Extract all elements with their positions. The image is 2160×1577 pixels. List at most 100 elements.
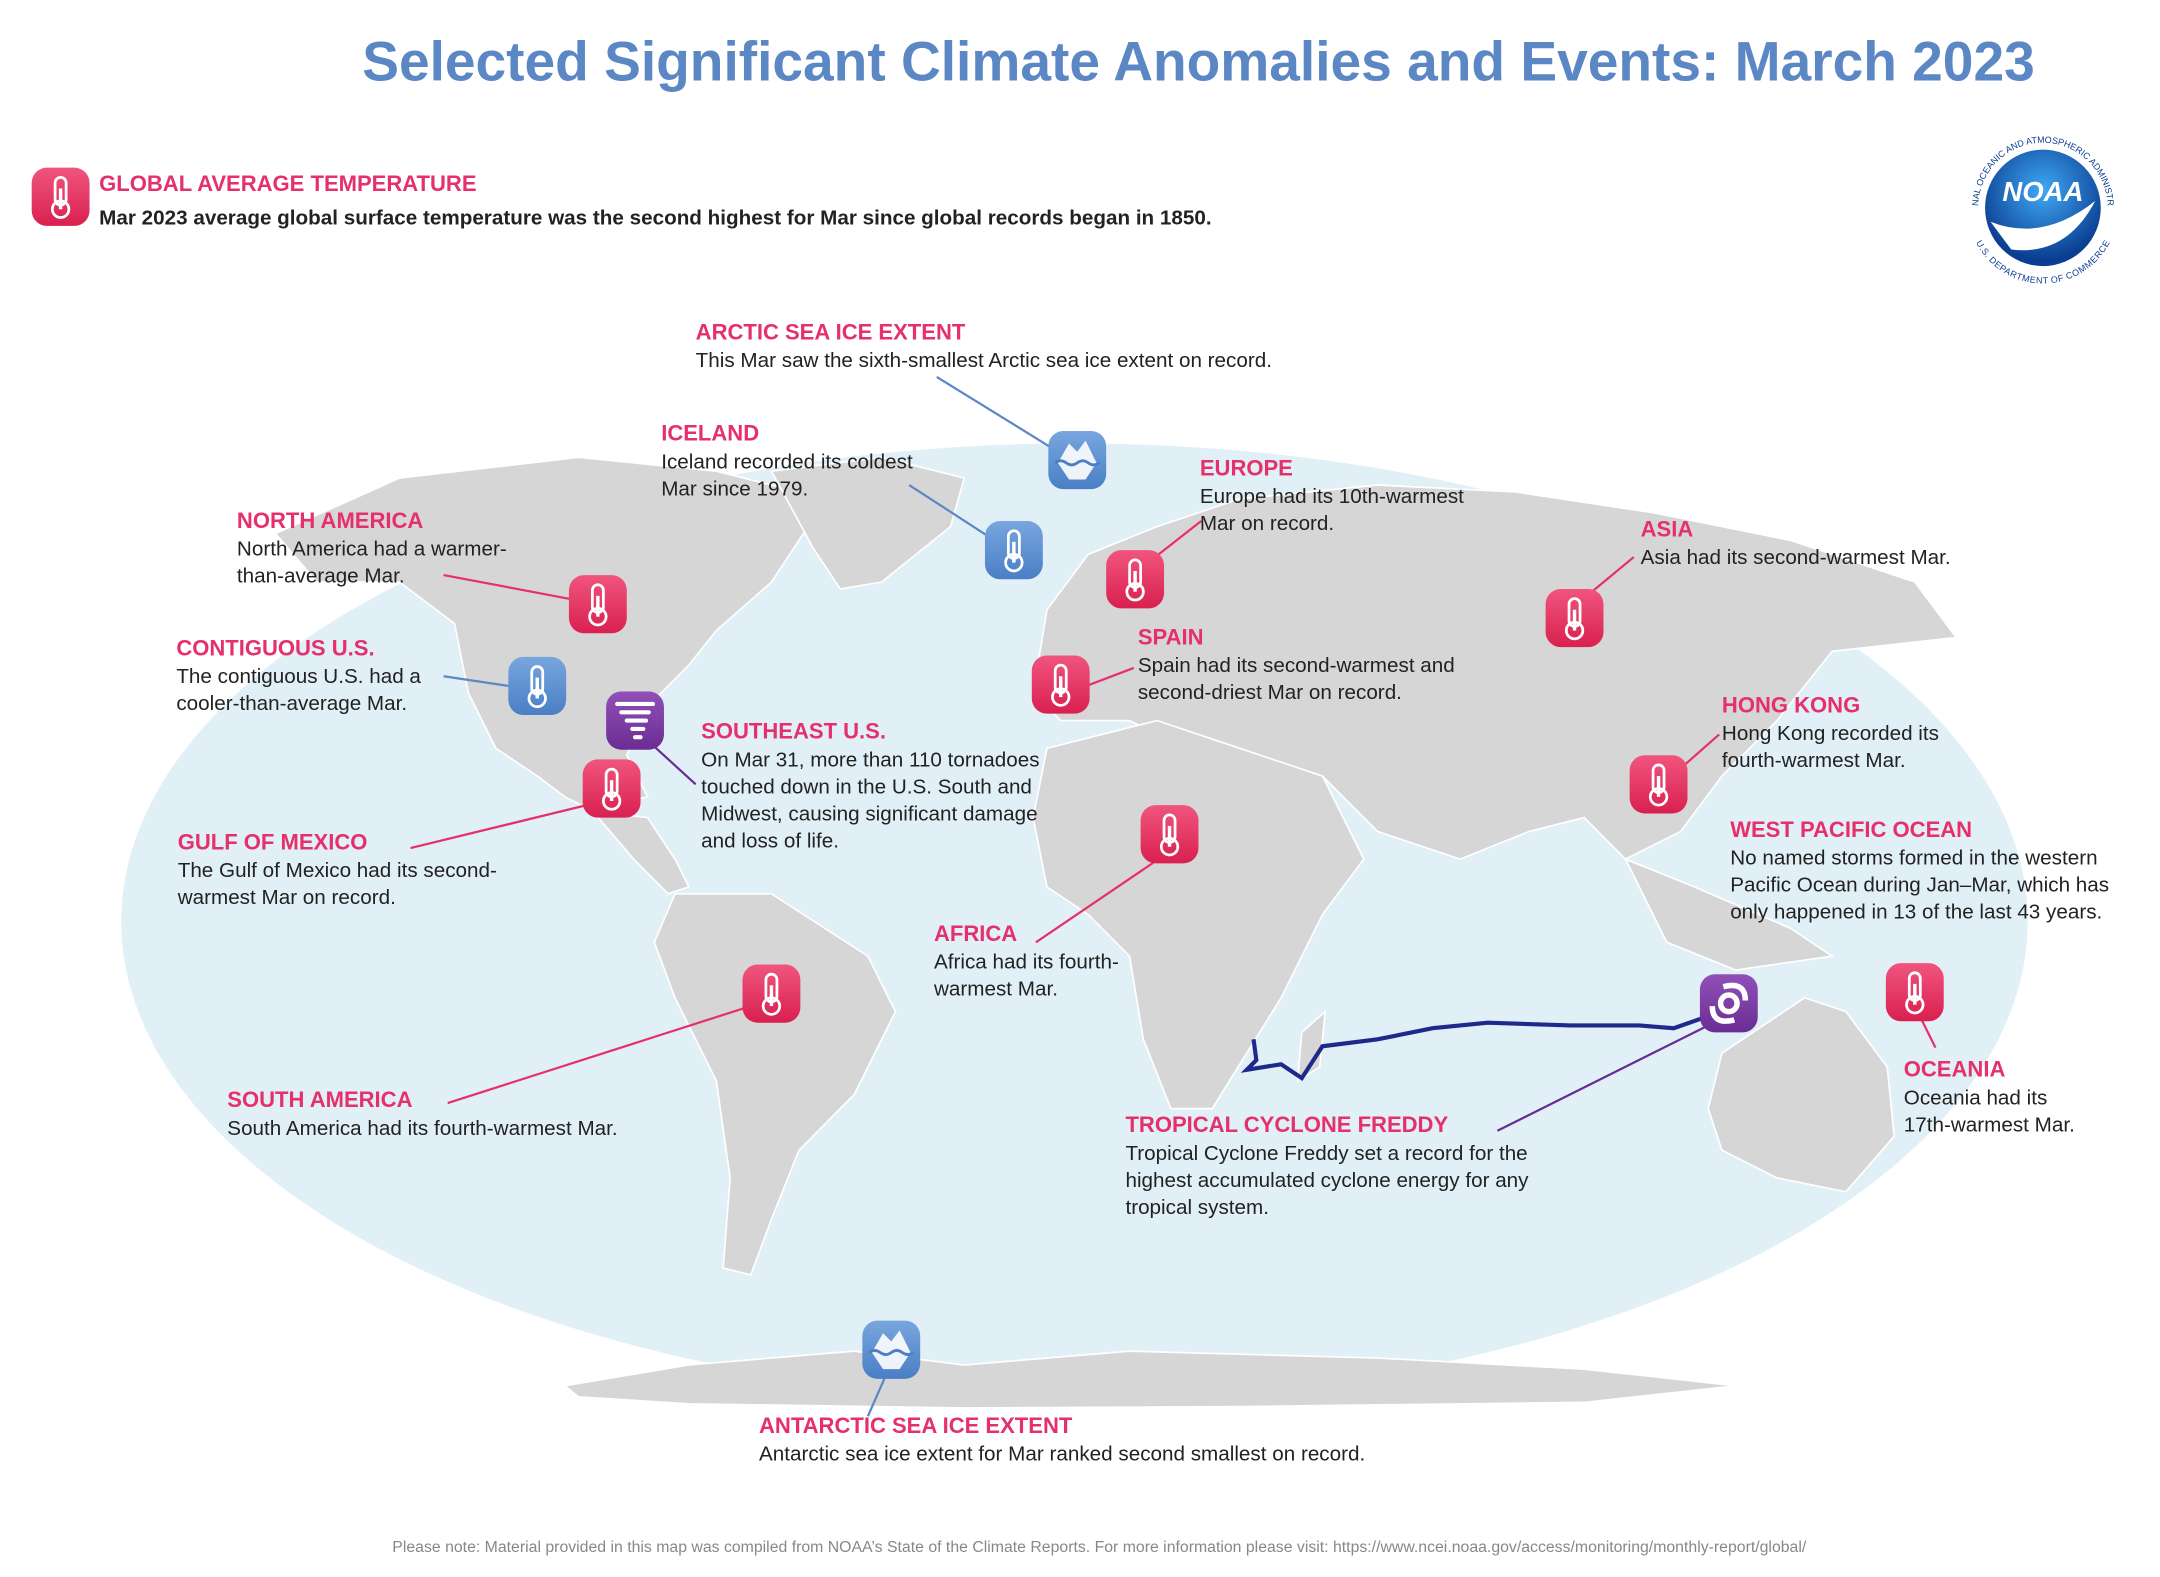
icon-tornado [606,691,664,750]
event-text: No named storms formed in the western [1730,847,2097,870]
icon-warm [1885,963,1944,1022]
event-heading: SPAIN [1138,624,1204,649]
event-heading: SOUTH AMERICA [227,1087,412,1112]
leader-line [866,1378,886,1417]
icon-warm [1545,588,1604,648]
icon-cyclone [1699,974,1758,1033]
event-heading: ARCTIC SEA ICE EXTENT [696,319,966,344]
icon-warm [1106,550,1165,609]
icon-cool [508,656,567,716]
south-america [653,892,897,1276]
world-map [121,443,2028,1409]
event-text: 17th-warmest Mar. [1904,1113,2075,1136]
event-heading: GULF OF MEXICO [178,829,368,854]
event-text: Oceania had its [1904,1086,2048,1109]
leader-line [1150,520,1202,561]
event-heading: WEST PACIFIC OCEAN [1730,817,1972,842]
madagascar [1296,1009,1327,1083]
event-text: Tropical Cyclone Freddy set a record for… [1125,1142,1527,1165]
event-text: only happened in 13 of the last 43 years… [1730,901,2102,924]
event-text: Iceland recorded its coldest [661,450,913,473]
icon-ice [1048,430,1107,490]
event-heading: ANTARCTIC SEA ICE EXTENT [759,1413,1073,1438]
event-text: The contiguous U.S. had a [176,665,421,688]
event-text: Asia had its second-warmest Mar. [1641,546,1951,569]
tornado [615,701,656,740]
event-text: South America had its fourth-warmest Mar… [227,1117,617,1140]
event-text: The Gulf of Mexico had its second- [178,859,497,882]
event-heading: NORTH AMERICA [237,508,423,533]
event-heading: HONG KONG [1722,692,1860,717]
event-text: Spain had its second-warmest and [1138,654,1455,677]
event-heading: ICELAND [661,421,759,446]
logo-name: NOAA [2002,176,2083,207]
africa [1032,719,1365,1110]
title: Selected Significant Climate Anomalies a… [362,30,2035,92]
iceberg [871,1330,911,1370]
event-text: Mar on record. [1200,512,1334,535]
leader-line [1082,666,1135,689]
event-text: Africa had its fourth- [934,951,1119,974]
iceberg [1057,440,1097,480]
logo-bird [1990,200,2096,251]
event-text: cooler-than-average Mar. [176,692,407,715]
icon-cool [984,521,1043,580]
leader-line [1496,1024,1709,1132]
event-text: and loss of life. [701,829,839,852]
central-america [590,809,690,895]
global-heading: GLOBAL AVERAGE TEMPERATURE [99,171,476,196]
waves [1054,459,1101,467]
australia [1707,996,1895,1193]
event-text: Midwest, causing significant damage [701,802,1037,825]
leader-line [447,1005,752,1105]
event-text: warmest Mar on record. [177,886,396,909]
southeast-asia [1623,857,1835,971]
icon-warm [1629,755,1688,814]
event-text: touched down in the U.S. South and [701,775,1032,798]
event-heading: EUROPE [1200,455,1293,480]
icon-warm [742,964,801,1023]
leader-line [649,741,697,786]
event-heading: TROPICAL CYCLONE FREDDY [1125,1112,1448,1137]
events: ARCTIC SEA ICE EXTENT This Mar saw the si… [176,319,2109,1465]
event-text: Hong Kong recorded its [1722,722,1939,745]
waves [868,1349,915,1356]
event-text: tropical system. [1125,1196,1268,1219]
event-text: Pacific Ocean during Jan–Mar, which has [1730,874,2109,897]
cyclone-track [1240,1016,1702,1082]
leader-line [410,802,593,850]
cyclone-eye [1717,992,1740,1015]
icon-warm [31,167,90,226]
icon-warm [1031,655,1090,714]
event-text: fourth-warmest Mar. [1722,749,1906,772]
event-text: This Mar saw the sixth-smallest Arctic s… [696,349,1272,372]
leader-line [1920,1019,1937,1049]
leader-line [936,375,1059,453]
logo-disc [1985,149,2101,267]
icon-warm [568,575,627,634]
event-heading: CONTIGUOUS U.S. [176,635,374,660]
global-text: Mar 2023 average global surface temperat… [99,206,1211,229]
leader-line [1586,556,1635,597]
icon-warm [582,759,641,818]
cyclone-arms [1709,982,1749,1024]
event-heading: ASIA [1641,516,1694,541]
icon-ice [862,1320,921,1379]
leader-line [443,574,577,602]
event-heading: AFRICA [934,921,1017,946]
leader-line [1035,861,1156,944]
leader-line [908,484,996,542]
leader-line [443,675,519,689]
icon-warm [1140,805,1199,864]
event-text: North America had a warmer- [237,538,507,561]
event-text: warmest Mar. [933,978,1058,1001]
event-text: highest accumulated cyclone energy for a… [1125,1169,1529,1192]
event-text: On Mar 31, more than 110 tornadoes [701,748,1039,771]
event-text: Antarctic sea ice extent for Mar ranked … [759,1443,1365,1466]
event-heading: OCEANIA [1904,1057,2006,1082]
event-text: Mar since 1979. [661,477,808,500]
event-text: Europe had its 10th-warmest [1200,485,1464,508]
footnote: Please note: Material provided in this m… [392,1539,1807,1556]
event-text: than-average Mar. [237,565,405,588]
